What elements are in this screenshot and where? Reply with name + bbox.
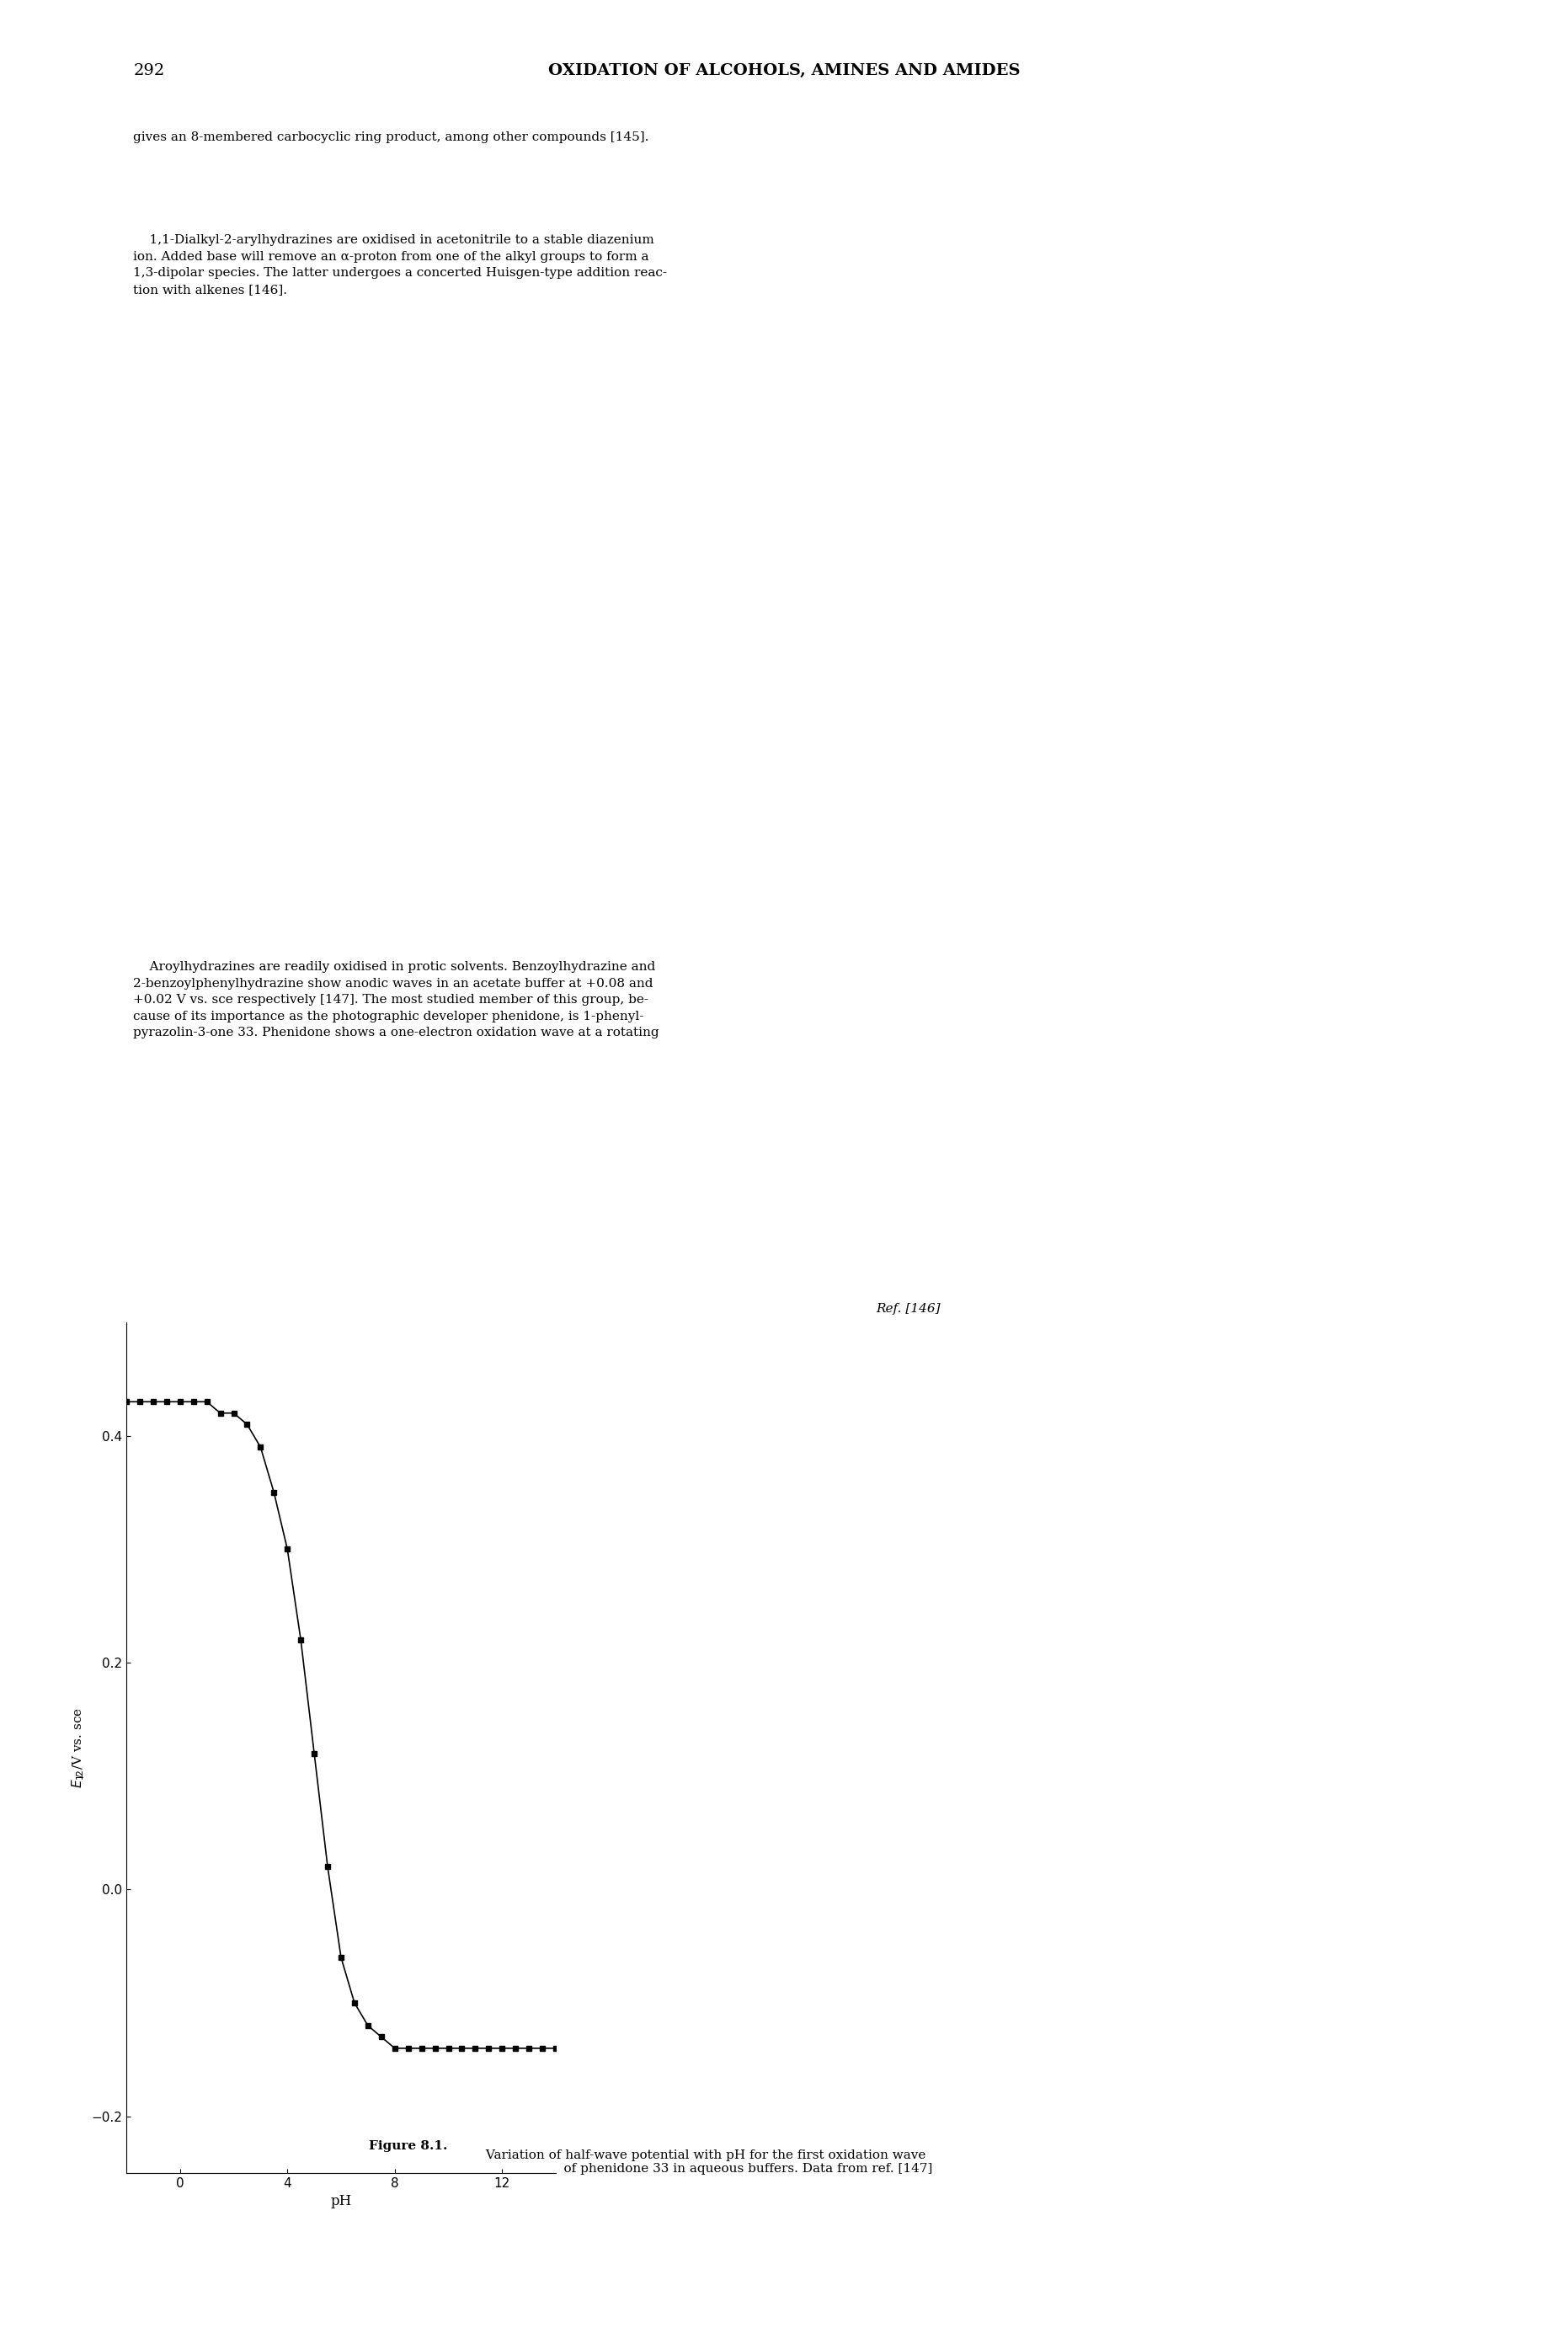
Text: Ref. [146]: Ref. [146] [877,1303,941,1315]
Text: 1,1-Dialkyl-2-arylhydrazines are oxidised in acetonitrile to a stable diazenium
: 1,1-Dialkyl-2-arylhydrazines are oxidise… [133,234,666,295]
Text: gives an 8-membered carbocyclic ring product, among other compounds [145].: gives an 8-membered carbocyclic ring pro… [133,131,649,143]
Text: OXIDATION OF ALCOHOLS, AMINES AND AMIDES: OXIDATION OF ALCOHOLS, AMINES AND AMIDES [547,63,1021,77]
Text: Aroylhydrazines are readily oxidised in protic solvents. Benzoylhydrazine and
2-: Aroylhydrazines are readily oxidised in … [133,961,659,1038]
X-axis label: pH: pH [331,2194,351,2208]
Text: Figure 8.1.: Figure 8.1. [368,2140,447,2152]
Y-axis label: $E_{1\!\!/\!2}$/V vs. sce: $E_{1\!\!/\!2}$/V vs. sce [69,1706,86,1788]
Text: Variation of half-wave potential with pH for the first oxidation wave
          : Variation of half-wave potential with pH… [481,2149,933,2175]
Text: 292: 292 [133,63,165,77]
